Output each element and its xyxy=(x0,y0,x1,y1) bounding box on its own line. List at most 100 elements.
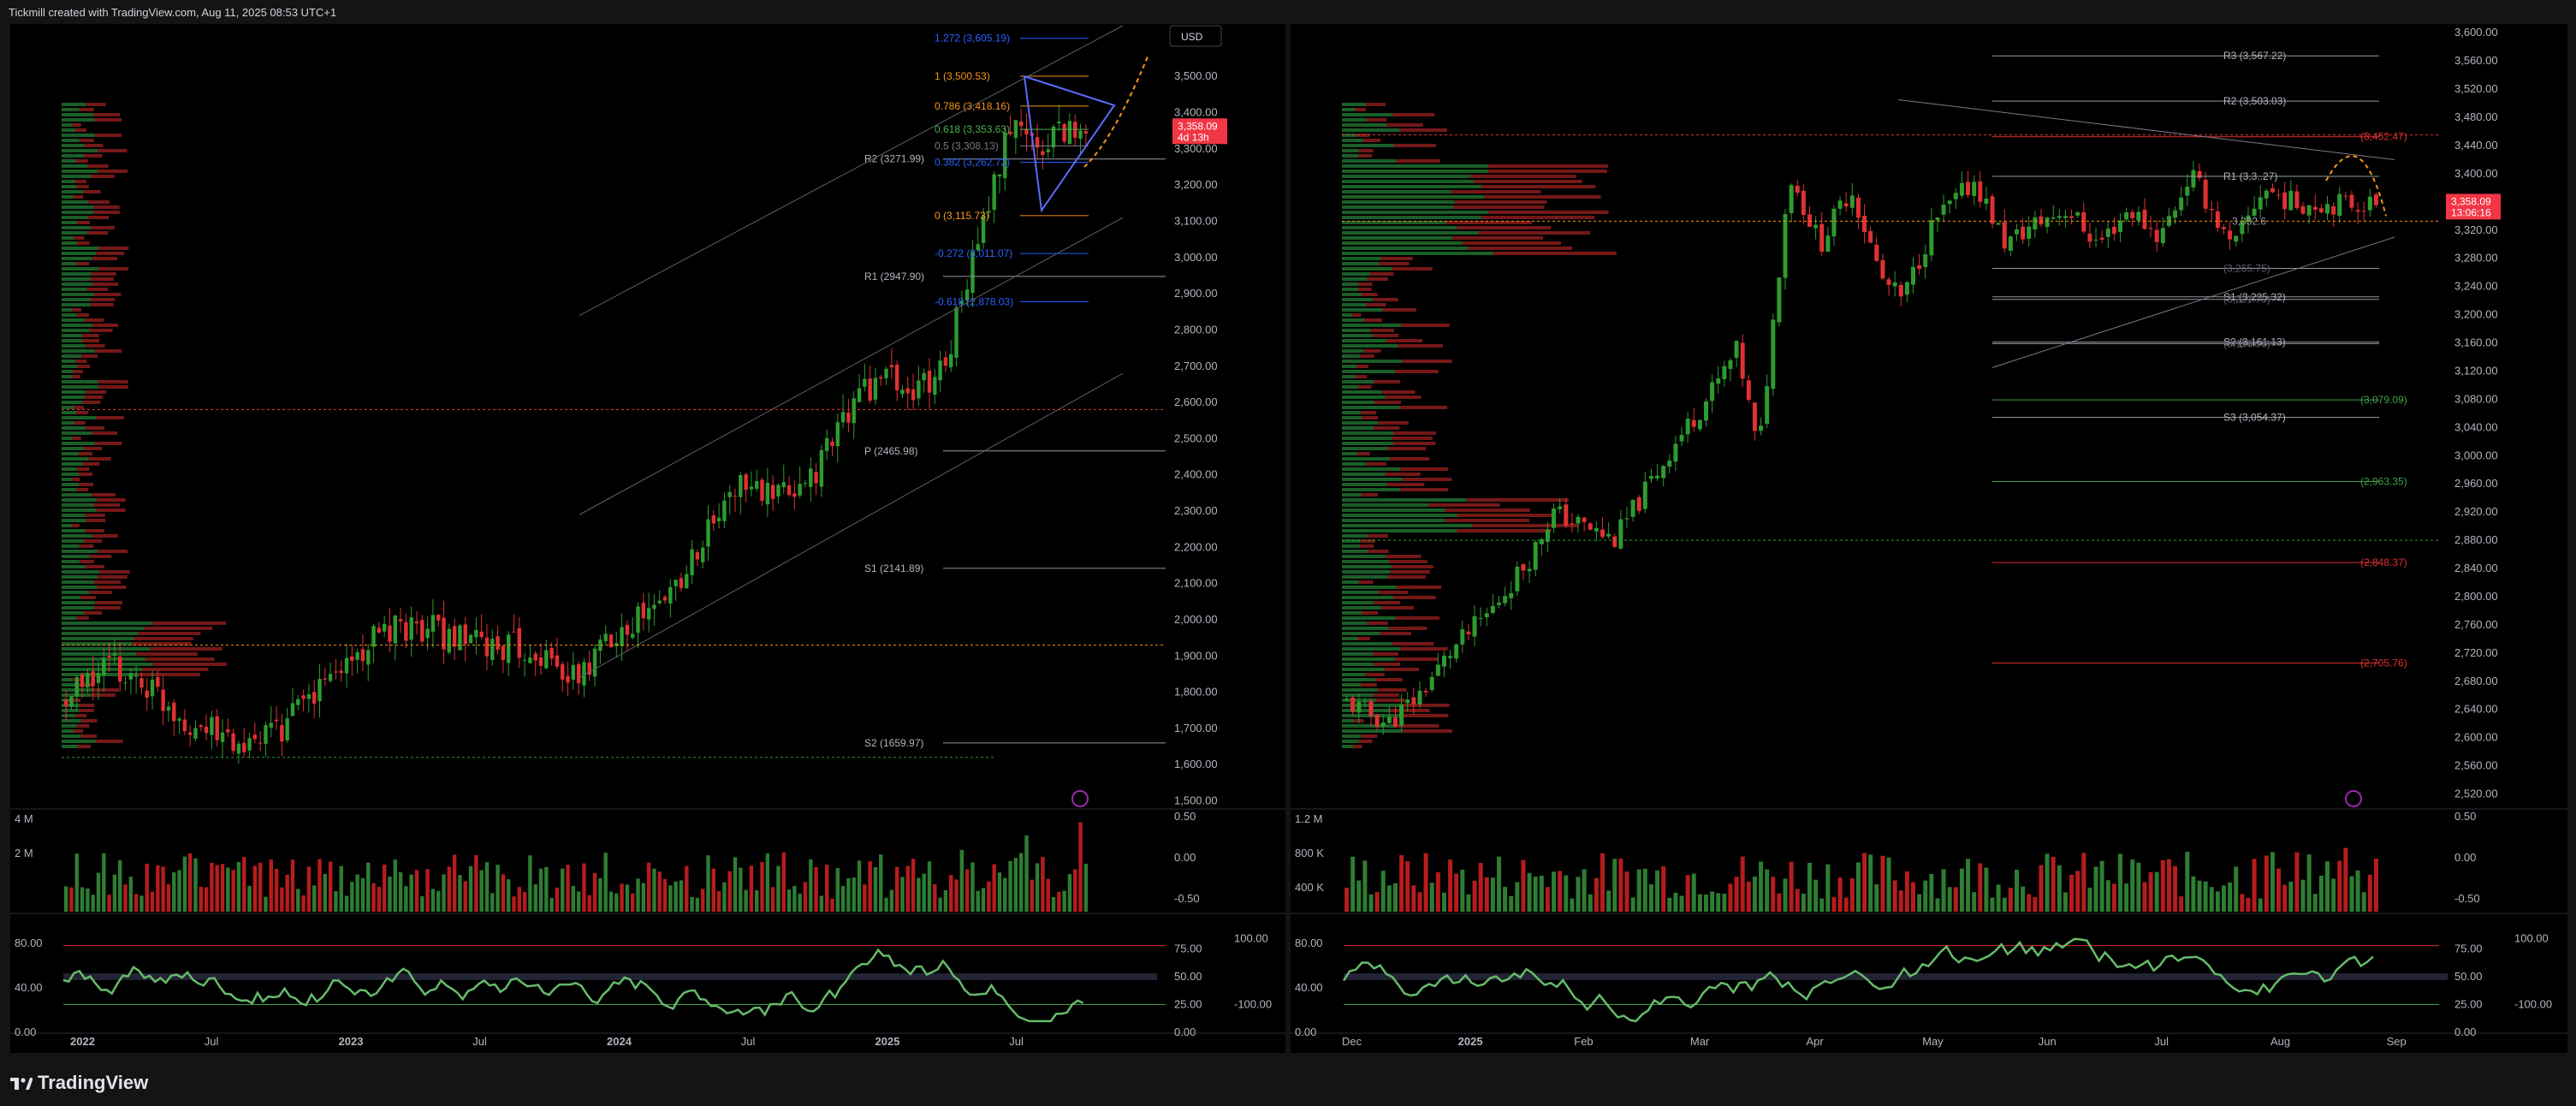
tradingview-logo[interactable]: TradingView xyxy=(10,1072,148,1094)
candle-body xyxy=(2093,240,2098,241)
volume-profile-bar xyxy=(1402,478,1452,481)
volume-bar xyxy=(1886,857,1891,912)
candle-body xyxy=(598,639,602,651)
volume-profile-bar xyxy=(62,303,91,306)
volume-bar xyxy=(1636,869,1641,912)
candle-body xyxy=(2148,228,2153,229)
candle-body xyxy=(1807,214,1812,228)
level-label: (3,079.09) xyxy=(2360,394,2407,406)
candle-body xyxy=(549,647,554,659)
volume-bar xyxy=(280,887,284,912)
volume-profile-bar xyxy=(1342,298,1374,301)
candle-body xyxy=(798,484,802,496)
candle-body xyxy=(1497,602,1501,605)
volume-profile-bar xyxy=(1342,282,1359,286)
candle-body xyxy=(350,656,354,661)
volume-profile-bar xyxy=(1342,401,1374,404)
volume-profile-bar xyxy=(81,354,98,358)
y-tick-label: 3,000.00 xyxy=(1174,251,1218,264)
volume-bar xyxy=(1759,861,1764,912)
volume-profile-bar xyxy=(1373,298,1398,301)
volume-bar xyxy=(868,861,872,912)
volume-profile-bar xyxy=(1393,431,1437,435)
candle-body xyxy=(166,706,171,711)
x-tick-label: Feb xyxy=(1574,1035,1593,1048)
candle-body xyxy=(1558,506,1563,509)
volume-bar xyxy=(264,896,268,912)
volume-profile-bar xyxy=(138,673,200,676)
candle-body xyxy=(139,678,144,688)
candle-body xyxy=(463,624,467,645)
candle-body xyxy=(247,738,252,751)
candle-body xyxy=(1795,185,1800,193)
candle-body xyxy=(727,491,732,497)
volume-profile-bar xyxy=(62,719,81,722)
candle-body xyxy=(193,728,198,739)
candle-body xyxy=(1490,605,1495,614)
volume-profile-bar xyxy=(1342,390,1383,394)
volume-bar xyxy=(630,893,635,912)
last-price-tag xyxy=(2446,193,2501,220)
volume-bar xyxy=(620,883,624,912)
volume-osc-label: 0.00 xyxy=(1174,851,1196,864)
fib-label: 0.382 (3,262.72) xyxy=(935,157,1010,169)
candle-body xyxy=(981,215,986,243)
volume-profile-bar xyxy=(62,709,80,712)
volume-profile-bar xyxy=(78,473,93,476)
volume-bar xyxy=(690,896,694,912)
fib-label: 1.272 (3,605.19) xyxy=(935,33,1010,45)
volume-profile-bar xyxy=(62,596,80,599)
volume-profile-bar xyxy=(62,478,72,481)
volume-bar xyxy=(1704,895,1708,912)
volume-bar xyxy=(970,862,975,912)
volume-profile-bar xyxy=(76,724,90,728)
volume-profile-bar xyxy=(1399,647,1448,651)
volume-profile-bar xyxy=(92,431,118,435)
volume-profile-bar xyxy=(83,190,101,193)
candle-body xyxy=(1765,385,1770,425)
y-tick-label: 3,080.00 xyxy=(2454,392,2498,405)
candle-body xyxy=(592,648,597,677)
volume-profile-bar xyxy=(62,164,88,168)
volume-profile-bar xyxy=(1342,308,1383,312)
volume-profile-bar xyxy=(74,421,86,425)
volume-bar xyxy=(987,881,991,912)
volume-profile-bar xyxy=(1342,200,1455,204)
volume-profile-bar xyxy=(1342,195,1485,199)
candle-body xyxy=(1057,122,1061,124)
volume-profile-bar xyxy=(62,149,98,152)
volume-bar xyxy=(506,879,511,912)
level-label: (2,848.37) xyxy=(2360,556,2407,568)
candle-body xyxy=(150,679,155,697)
candle-body xyxy=(177,718,181,722)
volume-profile-bar xyxy=(62,329,90,332)
volume-bar xyxy=(2093,866,2098,912)
y-tick-label: 2,000.00 xyxy=(1174,613,1218,626)
volume-profile-bar xyxy=(1363,318,1382,322)
volume-profile-bar xyxy=(1342,380,1374,384)
volume-bar xyxy=(625,884,630,912)
volume-bar xyxy=(172,871,176,912)
currency-label: USD xyxy=(1181,31,1203,43)
volume-bar xyxy=(549,897,554,912)
chart-canvas[interactable]: 3,600.00 3,500.00 3,400.00 3,300.00 3,200.00… xyxy=(0,0,2576,1063)
volume-profile-bar xyxy=(98,267,129,271)
volume-bar xyxy=(1062,890,1066,912)
volume-profile-bar xyxy=(1342,652,1374,656)
volume-profile-bar xyxy=(62,560,80,563)
pivot-label: P (2465.98) xyxy=(864,445,918,457)
volume-bar xyxy=(1582,869,1587,912)
volume-bar xyxy=(755,889,759,912)
volume-profile-bar xyxy=(62,401,83,404)
candle-body xyxy=(917,380,921,399)
volume-profile-bar xyxy=(82,462,100,466)
volume-profile-bar xyxy=(1362,493,1379,497)
volume-profile-bar xyxy=(62,586,98,589)
candle-body xyxy=(538,657,543,666)
volume-profile-bar xyxy=(1362,416,1379,419)
volume-profile-bar xyxy=(1359,580,1374,584)
candle-body xyxy=(112,653,117,657)
volume-bar xyxy=(1030,879,1035,912)
volume-bar xyxy=(576,891,581,912)
volume-profile-bar xyxy=(62,529,86,532)
